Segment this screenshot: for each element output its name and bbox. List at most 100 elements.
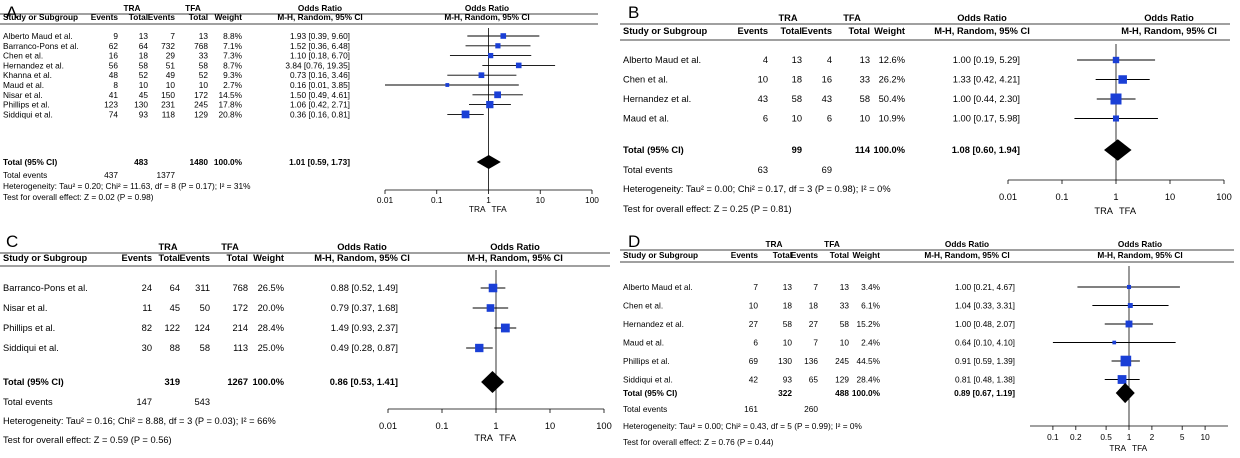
group2-header: TFA [824,239,840,249]
or-method-header: M-H, Random, 95% CI [934,26,1030,36]
total-label: Total (95% CI) [3,377,64,387]
plot-method: M-H, Random, 95% CI [1097,250,1182,260]
group1-total-value: 130 [134,100,148,110]
favours-group2-label: TFA [1119,206,1137,216]
weight-value: 44.5% [856,356,880,366]
axis-tick-label: 1 [493,421,498,431]
total-events-label: Total events [623,404,667,414]
group2-events-header: Events [180,253,211,263]
weight-value: 8.7% [223,60,243,70]
group1-total-value: 52 [139,70,149,80]
point-estimate [1125,320,1133,328]
panel-label: C [6,232,18,251]
group2-total-value: 13 [199,31,209,41]
study-name: Nisar et al. [3,303,47,313]
or-ci-value: 0.91 [0.59, 1.39] [955,356,1015,366]
or-ci-value: 1.49 [0.93, 2.37] [331,323,398,333]
favours-group2-label: TFA [499,433,517,443]
favours-group2-label: TFA [492,204,508,214]
study-name: Chen et al. [3,51,43,61]
study-name: Alberto Maud et al. [623,282,693,292]
study-name: Maud et al. [623,114,669,124]
study-name: Siddiqui et al. [623,375,673,385]
weight-value: 25.0% [258,343,284,353]
group1-events-value: 8 [113,80,118,90]
group2-events-value: 7 [813,282,818,292]
group1-events-value: 74 [109,109,119,119]
axis-tick-label: 2 [1150,432,1155,442]
group2-total-value: 10 [860,114,870,124]
summary-diamond [1115,382,1135,404]
or-method-header: M-H, Random, 95% CI [924,250,1009,260]
or-ci-value: 0.16 [0.01, 3.85] [290,80,350,90]
study-name: Maud et al. [3,80,44,90]
or-ci-value: 0.36 [0.16, 0.81] [290,109,350,119]
axis-tick-label: 10 [1200,432,1210,442]
group2-events-value: 58 [200,343,210,353]
group2-total-events: 1377 [157,170,176,180]
axis-tick-label: 0.01 [377,195,394,205]
group2-events-value: 49 [166,70,176,80]
group2-events-header: Events [802,26,833,36]
group1-events-value: 6 [753,338,758,348]
group2-total-value: 768 [194,41,208,51]
total-events-label: Total events [3,170,47,180]
group1-total-value: 10 [783,338,793,348]
group1-events-value: 41 [109,90,119,100]
axis-tick-label: 1 [486,195,491,205]
group2-total-value: 172 [194,90,208,100]
weight-value: 15.2% [856,319,880,329]
group1-header: TRA [765,239,782,249]
or-ci-value: 1.00 [0.19, 5.29] [953,55,1020,65]
group1-total-events: 437 [104,170,118,180]
or-ci-value: 0.88 [0.52, 1.49] [331,283,398,293]
axis-tick-label: 0.1 [431,195,443,205]
axis-tick-label: 0.1 [1047,432,1059,442]
group1-total-value: 58 [792,94,802,104]
forest-plot-panel-a: A TRA TFA Odds Ratio Odds Ratio Study or Subg… [0,0,620,229]
group1-total-value: 93 [783,375,793,385]
group1-total-n: 319 [164,377,180,387]
weight-value: 20.0% [258,303,284,313]
heterogeneity-text: Heterogeneity: Tau² = 0.00; Chi² = 0.17,… [623,184,891,194]
or-ci-value: 3.84 [0.76, 19.35] [285,60,350,70]
group1-events-value: 30 [142,343,152,353]
overall-effect-text: Test for overall effect: Z = 0.76 (P = 0… [623,437,774,447]
total-or-ci: 0.86 [0.53, 1.41] [330,377,398,387]
study-name: Hernandez et al. [623,319,684,329]
group1-events-value: 56 [109,60,119,70]
group2-events-value: 136 [804,356,818,366]
axis-tick-label: 0.2 [1070,432,1082,442]
group2-events-value: 6 [827,114,832,124]
point-estimate [1120,355,1132,367]
axis-tick-label: 100 [585,195,599,205]
or-ci-value: 1.50 [0.49, 4.61] [290,90,350,100]
overall-effect-text: Test for overall effect: Z = 0.25 (P = 0… [623,204,792,214]
group2-events-value: 10 [166,80,176,90]
or-ci-value: 1.06 [0.42, 2.71] [290,100,350,110]
group2-header: TFA [185,3,201,13]
group1-events-value: 4 [763,55,768,65]
group2-total-value: 52 [199,70,209,80]
or-ci-value: 1.00 [0.48, 2.07] [955,319,1015,329]
study-name: Phillips et al. [623,356,670,366]
total-weight: 100.0% [252,377,284,387]
group1-events-header: Events [91,12,119,22]
group1-total-header: Total [780,26,802,36]
point-estimate [500,33,507,39]
group1-events-value: 6 [763,114,768,124]
group1-events-header: Events [731,250,759,260]
point-estimate [1112,56,1120,64]
weight-value: 7.1% [223,41,243,51]
group1-total-value: 13 [139,31,149,41]
total-events-label: Total events [623,165,673,175]
group1-total-header: Total [158,253,180,263]
group2-events-value: 124 [194,323,210,333]
weight-value: 3.4% [861,282,881,292]
total-weight: 100.0% [873,145,905,155]
point-estimate [494,91,501,99]
total-weight: 100.0% [214,157,243,167]
study-name: Hernandez et al. [623,94,691,104]
panel-label: D [628,232,640,251]
point-estimate [486,304,495,312]
